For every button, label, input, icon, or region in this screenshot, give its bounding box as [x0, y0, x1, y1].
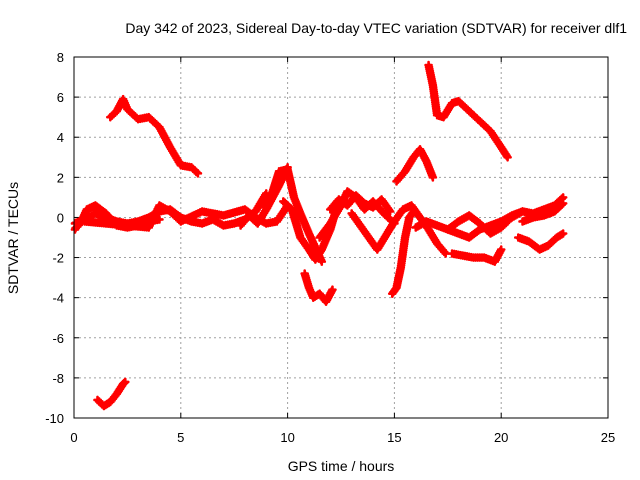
y-axis-label: SDTVAR / TECUs — [5, 182, 21, 294]
y-tick-label: -6 — [52, 331, 64, 346]
x-tick-label: 20 — [494, 430, 508, 445]
y-tick-label: 2 — [57, 170, 64, 185]
series-sat-t — [513, 229, 568, 254]
data-point-marker — [385, 207, 395, 216]
series-sat-u — [518, 199, 568, 226]
data-point-marker — [328, 285, 337, 294]
y-tick-label: -2 — [52, 251, 64, 266]
series-sat-o — [424, 60, 512, 162]
data-point-marker — [496, 245, 506, 254]
series-sat-c — [80, 201, 292, 232]
data-point-marker — [558, 229, 568, 238]
y-tick-label: -10 — [45, 411, 64, 426]
data-point-marker — [193, 169, 203, 178]
x-axis-label: GPS time / hours — [288, 458, 395, 474]
axis-ticks: 0 5 10 15 20 25 -10 -8 -6 -4 -2 0 2 4 6 8 — [45, 50, 615, 445]
x-tick-label: 10 — [280, 430, 294, 445]
x-tick-label: 0 — [70, 430, 77, 445]
series-sat-d — [106, 94, 203, 178]
plot-frame — [73, 56, 609, 419]
series-sat-r — [447, 245, 506, 266]
series-sat-i — [300, 269, 337, 306]
y-tick-label: -4 — [52, 291, 64, 306]
data-point-marker — [441, 249, 450, 258]
series-sat-n — [392, 144, 438, 186]
x-tick-label: 15 — [387, 430, 401, 445]
series-sat-m — [387, 207, 418, 298]
data-point-marker — [409, 207, 418, 216]
series-sat-e — [93, 377, 130, 411]
y-tick-label: -8 — [52, 371, 64, 386]
data-point-marker — [428, 173, 438, 182]
data-point-marker — [503, 217, 512, 226]
y-tick-label: 8 — [57, 50, 64, 65]
series-sat-k — [326, 191, 395, 216]
chart-grid — [74, 57, 608, 418]
x-tick-label: 25 — [601, 430, 615, 445]
data-point-marker — [558, 199, 568, 208]
data-point-marker — [120, 377, 130, 387]
x-tick-label: 5 — [177, 430, 184, 445]
data-point-marker — [317, 257, 327, 266]
chart-title: Day 342 of 2023, Sidereal Day-to-day VTE… — [125, 20, 627, 36]
y-tick-label: 0 — [57, 210, 64, 225]
data-point-marker — [155, 215, 164, 224]
series-sat-q — [443, 211, 512, 238]
data-markers — [70, 60, 568, 411]
data-point-marker — [503, 152, 512, 162]
y-tick-label: 4 — [57, 130, 64, 145]
series-sat-l — [347, 201, 450, 258]
y-tick-label: 6 — [57, 90, 64, 105]
